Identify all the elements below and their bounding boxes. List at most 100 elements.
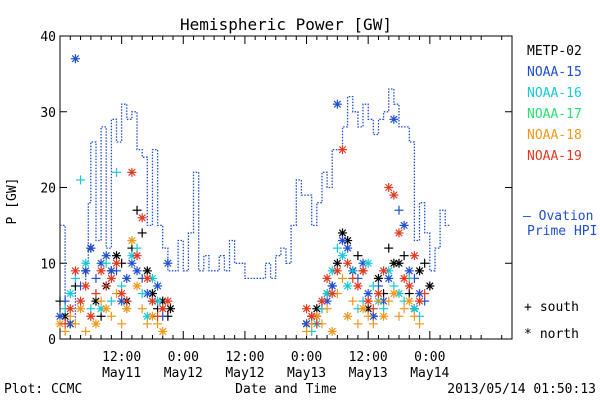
y-tick-label: 20 — [40, 182, 56, 197]
noaa-16-south-marker — [112, 167, 121, 177]
ovation-legend: — Ovation Prime HPI — [523, 209, 597, 239]
noaa-19-north-marker — [338, 145, 347, 155]
noaa-15-north-marker — [327, 281, 337, 291]
ovation-prime-hpi-line — [60, 88, 451, 325]
noaa-15-north-marker — [163, 258, 173, 268]
noaa-16-south-marker — [348, 266, 358, 276]
footer-plot-credit: Plot: CCMC — [4, 382, 82, 397]
noaa-15-north-marker — [81, 266, 91, 276]
noaa-15-north-marker — [117, 296, 127, 306]
metp-02-north-marker — [142, 266, 152, 276]
noaa-18-south-marker — [399, 304, 409, 314]
noaa-15-north-marker — [302, 319, 312, 329]
metp-02-south-marker — [353, 251, 363, 261]
metp-02-south-marker — [132, 205, 142, 215]
noaa-16-south-marker — [379, 304, 389, 314]
noaa-19-north-marker — [404, 281, 414, 291]
x-tick-label: 12:00 — [349, 350, 388, 365]
y-tick-label: 30 — [40, 106, 56, 121]
noaa-19-north-marker — [81, 281, 91, 291]
noaa-18-north-marker — [127, 236, 137, 246]
x-tick-date-label: May12 — [225, 366, 264, 381]
noaa-16-north-marker — [363, 258, 373, 268]
metp-02-north-marker — [425, 281, 435, 291]
noaa-18-north-marker — [343, 311, 353, 321]
noaa-18-south-marker — [322, 304, 332, 314]
noaa-19-north-marker — [96, 266, 106, 276]
noaa-18-north-marker — [327, 326, 337, 336]
noaa-15-north-marker — [101, 251, 111, 261]
metp-02-south-marker — [404, 289, 414, 299]
metp-02-south-marker — [137, 228, 147, 238]
noaa-16-south-marker — [332, 243, 342, 253]
noaa-16-south-marker — [70, 273, 80, 283]
noaa-19-north-marker — [389, 190, 399, 200]
noaa-19-south-marker — [348, 273, 358, 283]
x-tick-date-label: May13 — [349, 366, 388, 381]
plot-area-frame — [59, 35, 513, 340]
noaa-15-north-marker — [343, 243, 353, 253]
x-tick-date-label: May14 — [410, 366, 449, 381]
noaa-18-south-marker — [302, 326, 312, 336]
noaa-15-north-marker — [86, 243, 96, 253]
noaa-15-north-marker — [132, 266, 142, 276]
y-tick-label: 40 — [40, 30, 56, 45]
noaa-16-north-marker — [338, 251, 347, 261]
noaa-15-north-marker — [127, 258, 137, 268]
noaa-19-north-marker — [307, 311, 317, 321]
noaa-18-south-marker — [137, 304, 147, 314]
noaa-18-south-marker — [106, 311, 116, 321]
legend-noaa-17: NOAA-17 — [527, 107, 582, 122]
noaa-16-south-marker — [137, 289, 147, 299]
noaa-16-south-marker — [389, 281, 399, 291]
noaa-19-north-marker — [379, 266, 389, 276]
noaa-18-south-marker — [394, 311, 404, 321]
noaa-18-north-marker — [91, 319, 101, 329]
noaa-18-south-marker — [142, 319, 152, 329]
noaa-18-south-marker — [384, 296, 394, 306]
legend-noaa-16: NOAA-16 — [527, 86, 582, 101]
noaa-15-north-marker — [70, 54, 80, 64]
x-tick-date-label: May13 — [287, 366, 326, 381]
noaa-18-north-marker — [389, 289, 399, 299]
x-tick-label: 0:00 — [291, 350, 322, 365]
chart-title: Hemispheric Power [GW] — [180, 15, 392, 34]
noaa-18-south-marker — [153, 319, 163, 329]
noaa-18-south-marker — [368, 319, 378, 329]
noaa-15-south-marker — [394, 205, 404, 215]
metp-02-north-marker — [165, 304, 175, 314]
noaa-16-north-marker — [65, 289, 75, 299]
noaa-18-south-marker — [60, 326, 70, 336]
noaa-15-north-marker — [96, 258, 106, 268]
ovation-legend-line2: Prime HPI — [527, 224, 597, 239]
noaa-18-north-marker — [379, 311, 389, 321]
noaa-18-south-marker — [353, 319, 363, 329]
legend-noaa-18: NOAA-18 — [527, 128, 582, 143]
metp-02-north-marker — [112, 251, 121, 261]
y-axis-label: P [GW] — [5, 178, 20, 225]
metp-02-south-marker — [399, 251, 409, 261]
noaa-18-north-marker — [358, 304, 368, 314]
noaa-18-south-marker — [363, 311, 373, 321]
noaa-19-south-marker — [368, 304, 378, 314]
noaa-15-north-marker — [153, 281, 163, 291]
marker-legend-south: + south — [524, 300, 579, 315]
noaa-15-north-marker — [389, 114, 399, 124]
noaa-18-south-marker — [373, 296, 383, 306]
noaa-19-north-marker — [358, 266, 368, 276]
noaa-19-north-marker — [132, 251, 142, 261]
noaa-16-south-marker — [101, 258, 111, 268]
x-tick-label: 12:00 — [102, 350, 141, 365]
noaa-19-north-marker — [142, 273, 152, 283]
noaa-18-south-marker — [81, 326, 91, 336]
noaa-19-north-marker — [137, 213, 147, 223]
noaa-18-south-marker — [70, 319, 80, 329]
noaa-19-north-marker — [394, 228, 404, 238]
marker-legend: + south * north — [524, 300, 579, 342]
noaa-19-south-marker — [101, 281, 111, 291]
metp-02-south-marker — [420, 258, 430, 268]
x-tick-date-label: May11 — [102, 366, 141, 381]
noaa-15-north-marker — [332, 99, 342, 109]
legend-noaa-15: NOAA-15 — [527, 65, 582, 80]
